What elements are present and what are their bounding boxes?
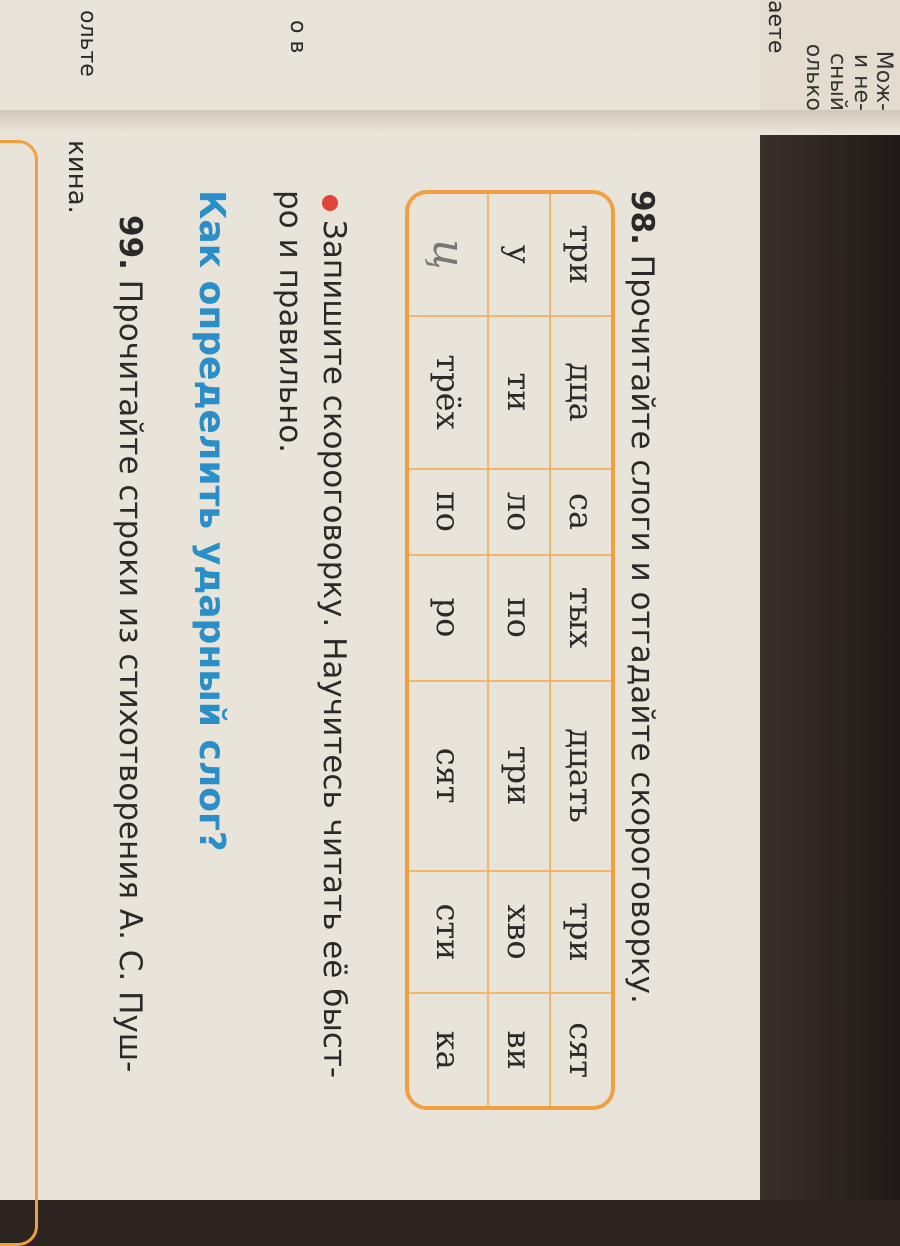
- cell: по: [487, 555, 550, 682]
- cell: тых: [549, 555, 611, 682]
- exercise-99-line2: кина.: [62, 140, 92, 214]
- page-gutter: [0, 110, 900, 135]
- exercise-99-title: 99. Прочитайте строки из стихотворения А…: [112, 215, 148, 1073]
- cell: у: [487, 194, 550, 317]
- fragment: ольте: [75, 10, 100, 77]
- cell: сят: [409, 681, 488, 872]
- fragment: олько: [801, 43, 826, 111]
- cell: са: [549, 469, 611, 556]
- cell: ро: [409, 555, 488, 682]
- bullet-icon: [322, 195, 338, 211]
- fragment: Мож-: [871, 50, 896, 111]
- fragment: и не-: [849, 53, 874, 111]
- next-exercise-frame: [0, 140, 38, 1246]
- table-row: у ти ло по три хво ви: [487, 194, 550, 1106]
- cell: ка: [429, 1030, 468, 1070]
- cell: ло: [487, 469, 550, 556]
- cell: три: [549, 871, 611, 995]
- section-heading: Как определить ударный слог?: [191, 190, 232, 852]
- fragment: аете: [763, 0, 788, 54]
- cell: по: [409, 469, 488, 556]
- table-row: ц трёх по ро сят сти ка: [409, 194, 488, 1106]
- cell: хво: [487, 871, 550, 995]
- cell: ви: [487, 994, 550, 1106]
- cell: трёх: [409, 316, 488, 470]
- task-line: Запишите скороговорку. Научитесь читать …: [316, 220, 352, 1079]
- cell: три: [549, 194, 611, 317]
- table-row: три дца са тых дцать три сят: [549, 194, 611, 1106]
- desk-background: [760, 125, 900, 1200]
- fragment: сный: [825, 52, 850, 111]
- cell-handwritten: ц: [409, 194, 488, 317]
- cell: сти: [409, 871, 488, 995]
- exercise-98-title: 98. Прочитайте слоги и отгадайте скорого…: [624, 190, 660, 1004]
- cell: сят: [549, 994, 611, 1106]
- handwritten-mark: ц: [422, 238, 474, 270]
- cell: три: [487, 681, 550, 872]
- syllable-table: три дца са тых дцать три сят у ти ло по …: [405, 190, 615, 1110]
- cell: дца: [549, 316, 611, 470]
- task-line: ро и правильно.: [272, 190, 308, 454]
- fragment: о в: [285, 20, 310, 54]
- cell: дцать: [549, 681, 611, 872]
- cell: ти: [487, 316, 550, 470]
